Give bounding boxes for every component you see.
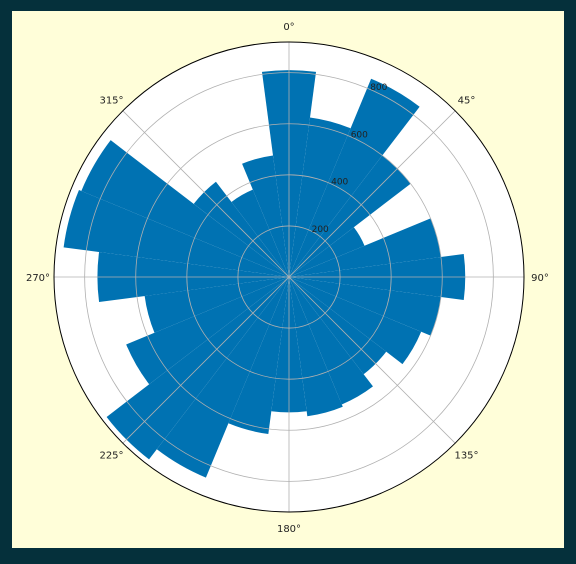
angle-label-315: 315° [99, 96, 123, 107]
bar-285 [63, 190, 289, 277]
bar-345 [242, 155, 289, 277]
radial-label-800: 800 [370, 83, 387, 93]
bar-195 [228, 277, 289, 435]
bar-75 [289, 218, 441, 277]
polar-frame [53, 41, 525, 513]
grid-spoke-45 [288, 110, 456, 278]
bar-120 [289, 277, 422, 365]
bar-165 [289, 277, 343, 417]
angle-label-135: 135° [454, 451, 478, 462]
radial-tick-labels: 200 400 600 800 [312, 83, 388, 235]
radial-label-600: 600 [351, 130, 368, 140]
radial-label-400: 400 [331, 178, 348, 188]
grid-spoke-315 [122, 110, 290, 278]
angle-label-90: 90° [531, 273, 549, 284]
radial-label-200: 200 [312, 225, 329, 235]
angle-label-45: 45° [458, 96, 476, 107]
bar-330 [231, 189, 289, 277]
bar-300 [81, 140, 289, 277]
angle-label-270: 270° [26, 273, 50, 284]
grid-lines [54, 42, 524, 512]
angle-label-0: 0° [283, 22, 294, 33]
bar-105 [289, 277, 441, 336]
bar-15 [289, 117, 351, 277]
grid-spoke-225 [122, 276, 290, 444]
bar-240 [126, 277, 289, 385]
angle-label-180: 180° [277, 524, 301, 535]
polar-bar-chart: 0° 45° 90° 135° 180° 225° 270° 315° 200 … [26, 22, 549, 535]
grid-spoke-135 [288, 276, 456, 444]
figure-canvas: 0° 45° 90° 135° 180° 225° 270° 315° 200 … [12, 11, 564, 548]
bar-60 [289, 227, 365, 277]
bar-255 [144, 277, 289, 333]
bar-150 [289, 277, 373, 405]
angle-tick-labels: 0° 45° 90° 135° 180° 225° 270° 315° [26, 22, 549, 535]
bar-210 [156, 277, 289, 478]
angle-label-225: 225° [99, 451, 123, 462]
bar-30 [289, 78, 420, 278]
